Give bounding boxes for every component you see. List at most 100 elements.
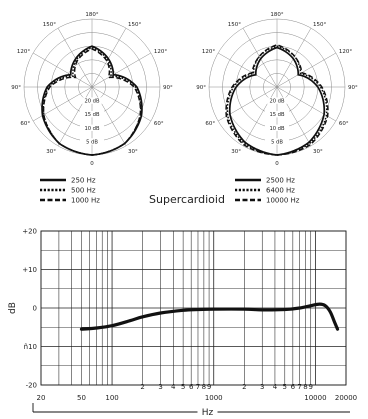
x-tick-label: 20: [37, 394, 46, 402]
x-tick-label: 7: [297, 383, 301, 391]
x-tick-label: 50: [77, 394, 86, 402]
x-tick-label: 4: [171, 383, 176, 391]
polar-angle-label: 150°: [313, 22, 326, 28]
x-tick-label: 2: [242, 383, 246, 391]
polar-series-right-10000hz: [225, 44, 329, 156]
x-tick-label: 7: [196, 383, 200, 391]
legend-label: 6400 Hz: [266, 187, 295, 195]
polar-series-left-1000hz: [42, 48, 142, 156]
x-tick-label: 3: [260, 383, 264, 391]
polar-spoke: [217, 86, 278, 122]
legend-label: 10000 Hz: [266, 197, 300, 205]
x-tick-label: 8: [303, 383, 307, 391]
polar-series-left-250hz: [41, 45, 143, 156]
x-tick-label: 9: [207, 383, 211, 391]
polar-spoke: [91, 52, 152, 88]
polar-angle-label: 90°: [11, 85, 21, 91]
x-tick-label: 6: [189, 383, 194, 391]
y-tick-label: -20: [26, 382, 37, 390]
ring-label-bg: [80, 138, 104, 145]
polar-angle-label: 30°: [46, 149, 56, 155]
legend-label: 1000 Hz: [71, 197, 100, 205]
polar-ring-label: 10 dB: [269, 126, 285, 132]
pattern-title: Supercardioid: [149, 193, 225, 206]
polar-spoke: [242, 27, 278, 88]
legend-label: 250 Hz: [71, 177, 96, 185]
polar-angle-label: 180°: [270, 12, 283, 18]
x-tick-label: 4: [273, 383, 278, 391]
polar-angle-label: 60°: [205, 121, 215, 127]
y-tick-label: ñ10: [24, 343, 37, 351]
polar-angle-label: 60°: [339, 121, 349, 127]
x-tick-label: 6: [291, 383, 296, 391]
x-tick-label: 5: [283, 383, 287, 391]
polar-angle-label: 30°: [313, 149, 323, 155]
polar-angle-label: 30°: [231, 149, 241, 155]
polar-ring-label: 15 dB: [269, 112, 285, 118]
polar-chart-low-frequencies: 180° 150° 150° 120° 120° 90° 90° 60° 60° 30° 30° 0 2…: [11, 12, 173, 167]
polar-angle-label: 0: [275, 161, 279, 167]
polar-ring-label: 5 dB: [86, 139, 98, 145]
x-tick-label: 10000: [304, 394, 326, 402]
ring-label-bg: [80, 97, 104, 104]
polar-spoke: [57, 86, 93, 147]
x-tick-label: 8: [202, 383, 206, 391]
y-tick-label: +10: [22, 266, 37, 274]
legend-high-frequencies: 2500 Hz 6400 Hz 10000 Hz: [235, 177, 300, 205]
polar-angle-label: 90°: [196, 85, 206, 91]
legend-label: 2500 Hz: [266, 177, 295, 185]
y-tick-label: 0: [33, 305, 37, 313]
polar-ring-label: 20 dB: [84, 99, 100, 105]
polar-spoke: [242, 86, 278, 147]
polar-ring-label: 10 dB: [84, 126, 100, 132]
ring-label-bg: [265, 138, 289, 145]
x-tick-label: 100: [105, 394, 118, 402]
polar-angle-label: 180°: [85, 12, 98, 18]
x-tick-label: 3: [158, 383, 162, 391]
polar-spoke: [217, 52, 278, 88]
polar-spoke: [57, 27, 93, 88]
x-tick-label: 2: [140, 383, 144, 391]
polar-angle-label: 60°: [154, 121, 164, 127]
polar-angle-label: 120°: [17, 49, 30, 55]
legend-low-frequencies: 250 Hz 500 Hz 1000 Hz: [40, 177, 100, 205]
polar-spoke: [276, 52, 337, 88]
response-curve: [79, 302, 340, 331]
polar-spoke: [32, 52, 93, 88]
polar-chart-high-frequencies: 180° 150° 150° 120° 120° 90° 90° 60° 60° 30° 30° 0 2…: [196, 12, 358, 167]
y-tick-label: +20: [22, 228, 37, 236]
polar-ring-label: 5 dB: [271, 139, 283, 145]
x-axis-title: Hz: [202, 408, 214, 418]
ring-label-bg: [265, 97, 289, 104]
frequency-series: [79, 302, 340, 331]
polar-angle-label: 150°: [43, 22, 56, 28]
ring-label-bg: [265, 124, 289, 131]
polar-spoke: [91, 86, 127, 147]
polar-spoke: [91, 27, 127, 88]
polar-angle-label: 0: [90, 161, 94, 167]
polar-angle-label: 90°: [348, 85, 358, 91]
polar-angle-label: 150°: [228, 22, 241, 28]
polar-series-right-6400hz: [226, 45, 328, 156]
ring-label-bg: [80, 111, 104, 118]
x-tick-label: 20000: [335, 394, 357, 402]
polar-angle-label: 120°: [339, 49, 352, 55]
polar-angle-label: 150°: [128, 22, 141, 28]
polar-angle-label: 60°: [20, 121, 30, 127]
polar-spoke: [276, 86, 312, 147]
polar-angle-label: 120°: [202, 49, 215, 55]
y-axis-title: dB: [8, 302, 18, 314]
polar-angle-label: 90°: [163, 85, 173, 91]
x-tick-label: 5: [181, 383, 185, 391]
polar-angle-label: 30°: [128, 149, 138, 155]
ring-label-bg: [80, 124, 104, 131]
polar-ring-label: 15 dB: [84, 112, 100, 118]
x-tick-label: 9: [309, 383, 313, 391]
polar-series-right-2500hz: [228, 46, 326, 156]
ring-label-bg: [265, 111, 289, 118]
polar-spoke: [276, 27, 312, 88]
polar-ring-label: 20 dB: [269, 99, 285, 105]
